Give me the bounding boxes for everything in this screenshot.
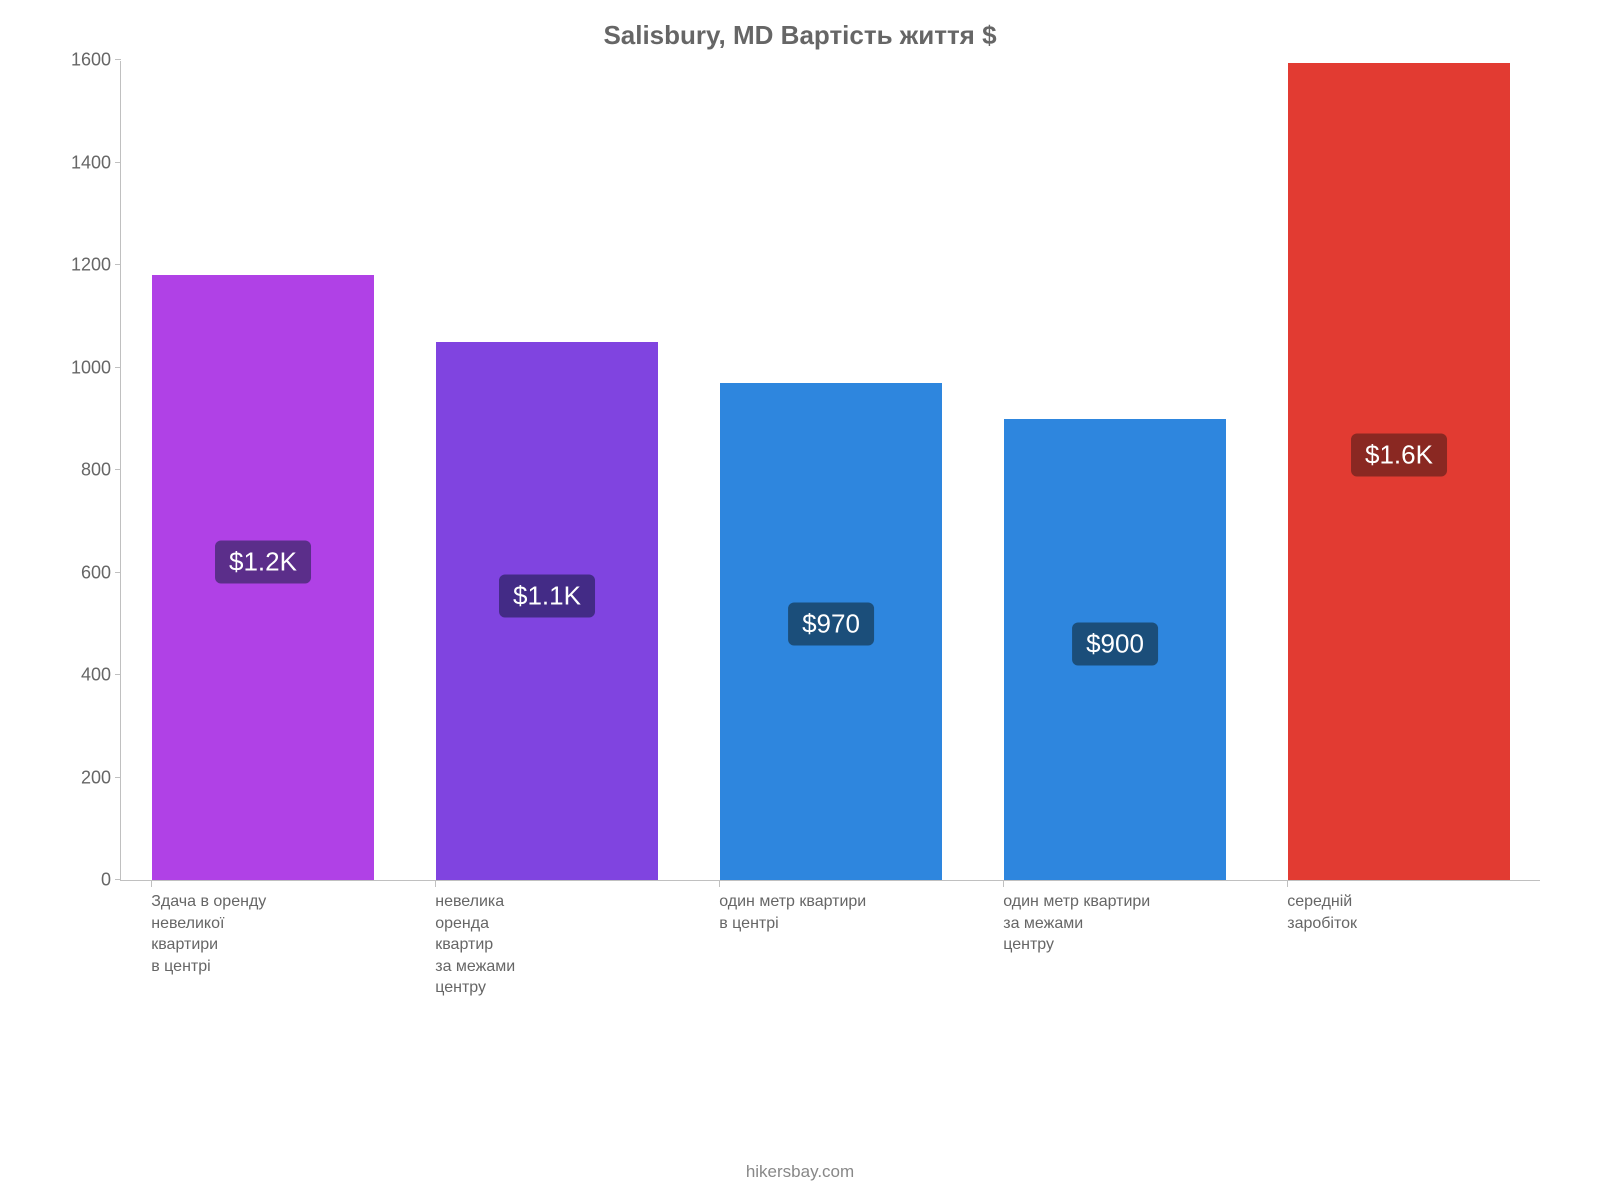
bar-value-label: $970 <box>788 602 874 645</box>
x-tick-mark <box>151 881 152 887</box>
y-tick-label: 800 <box>81 460 121 481</box>
y-tick-label: 400 <box>81 665 121 686</box>
x-tick-mark <box>1003 881 1004 887</box>
x-tick-mark <box>719 881 720 887</box>
x-tick-label: один метр квартирив центрі <box>719 891 941 934</box>
x-tick-mark <box>1287 881 1288 887</box>
y-tick-label: 1400 <box>71 152 121 173</box>
y-tick-mark <box>115 469 121 470</box>
bar-value-label: $1.2K <box>215 541 311 584</box>
y-tick-mark <box>115 777 121 778</box>
plot-area: $1.2K$1.1K$970$900$1.6K 0200400600800100… <box>120 61 1540 881</box>
x-tick-label: Здача в орендуневеликоїквартирив центрі <box>151 891 373 977</box>
bar: $970 <box>720 383 942 880</box>
bar: $1.2K <box>152 275 374 880</box>
x-tick-label: середнійзаробіток <box>1287 891 1509 934</box>
x-tick-label: невеликаорендаквартирза межамицентру <box>435 891 657 999</box>
x-tick-mark <box>435 881 436 887</box>
y-tick-mark <box>115 367 121 368</box>
y-tick-mark <box>115 572 121 573</box>
bar: $900 <box>1004 419 1226 880</box>
y-tick-mark <box>115 264 121 265</box>
bar-value-label: $900 <box>1072 623 1158 666</box>
y-tick-label: 200 <box>81 767 121 788</box>
y-tick-mark <box>115 162 121 163</box>
x-tick-label: один метр квартириза межамицентру <box>1003 891 1225 956</box>
y-tick-mark <box>115 59 121 60</box>
y-tick-mark <box>115 674 121 675</box>
y-tick-label: 1600 <box>71 50 121 71</box>
footer-attribution: hikersbay.com <box>0 1162 1600 1182</box>
bar: $1.1K <box>436 342 658 880</box>
y-tick-label: 1000 <box>71 357 121 378</box>
bar-value-label: $1.6K <box>1351 433 1447 476</box>
bar-value-label: $1.1K <box>499 574 595 617</box>
chart-title: Salisbury, MD Вартість життя $ <box>50 20 1550 51</box>
y-tick-label: 0 <box>101 870 121 891</box>
bar: $1.6K <box>1288 63 1510 880</box>
y-tick-mark <box>115 879 121 880</box>
y-tick-label: 1200 <box>71 255 121 276</box>
y-tick-label: 600 <box>81 562 121 583</box>
bars-layer: $1.2K $1.1K $970 $900 $1.6K <box>121 61 1540 880</box>
chart-container: Salisbury, MD Вартість життя $ $1.2K $1.1… <box>50 20 1550 1160</box>
